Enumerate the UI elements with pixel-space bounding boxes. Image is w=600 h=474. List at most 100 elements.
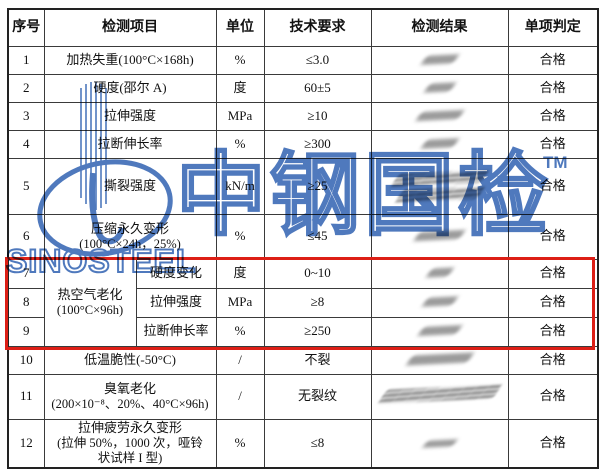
table-header-row: 序号 检测项目 单位 技术要求 检测结果 单项判定	[7, 8, 599, 47]
table-row: 10 低温脆性(-50°C) / 不裂 合格	[7, 345, 599, 375]
blurred-result	[405, 352, 474, 366]
table-row-highlighted: 7 热空气老化 (100°C×96h) 硬度变化 度 0~10 合格	[7, 258, 599, 347]
item-cell: 低温脆性(-50°C)	[43, 345, 217, 375]
row-no: 12	[7, 418, 45, 469]
verdict-cell: 合格	[507, 418, 599, 469]
row-no: 3	[7, 101, 45, 131]
blurred-result	[414, 109, 465, 121]
unit-cell: %	[215, 418, 265, 469]
blurred-result	[413, 230, 466, 242]
blurred-result	[376, 384, 503, 405]
item-cell: 加热失重(100°C×168h)	[43, 45, 217, 75]
row-no: 10	[7, 345, 45, 375]
result-cell	[370, 45, 509, 75]
table-row-highlighted: 8 拉伸强度 MPa ≥8 合格	[7, 287, 599, 318]
item-cell: 压缩永久变形 (100°C×24h，25%)	[43, 213, 217, 260]
requirement-cell: 0~10	[263, 258, 372, 289]
blurred-result	[420, 138, 459, 149]
table-row: 12 拉伸疲劳永久变形 (拉伸 50%，1000 次，哑铃 状试样 I 型) %…	[7, 418, 599, 469]
item-line-1: 拉伸疲劳永久变形	[77, 419, 182, 435]
requirement-cell: 60±5	[263, 73, 372, 103]
requirement-cell: ≥250	[263, 316, 372, 347]
unit-cell: %	[215, 129, 265, 159]
header-verdict: 单项判定	[507, 8, 599, 47]
verdict-cell: 合格	[507, 129, 599, 159]
item-cell: 拉断伸长率	[43, 129, 217, 159]
unit-cell: %	[215, 45, 265, 75]
verdict-cell: 合格	[507, 287, 599, 318]
table-row: 11 臭氧老化 (200×10⁻⁸、20%、40°C×96h) / 无裂纹 合格	[7, 373, 599, 420]
row-no: 4	[7, 129, 45, 159]
row-no: 11	[7, 373, 45, 420]
blurred-result	[420, 54, 459, 65]
requirement-cell: ≤45	[263, 213, 372, 260]
row-no: 5	[7, 157, 45, 215]
item-cell: 拉伸疲劳永久变形 (拉伸 50%，1000 次，哑铃 状试样 I 型)	[43, 418, 217, 469]
item-line-1: 压缩永久变形	[90, 220, 169, 236]
blurred-result	[416, 325, 463, 337]
row-no: 8	[7, 287, 45, 318]
verdict-cell: 合格	[507, 345, 599, 375]
result-cell	[370, 73, 509, 103]
header-unit: 单位	[215, 8, 265, 47]
requirement-cell: 无裂纹	[263, 373, 372, 420]
verdict-cell: 合格	[507, 45, 599, 75]
unit-cell: /	[215, 373, 265, 420]
verdict-cell: 合格	[507, 157, 599, 215]
row-no: 1	[7, 45, 45, 75]
sub-item-cell: 拉断伸长率	[135, 316, 217, 347]
item-line-3: 状试样 I 型)	[97, 451, 163, 466]
verdict-cell: 合格	[507, 373, 599, 420]
blurred-result	[374, 169, 506, 203]
unit-cell: 度	[215, 258, 265, 289]
table-row: 4 拉断伸长率 % ≥300 合格	[7, 129, 599, 159]
result-cell	[370, 157, 509, 215]
verdict-cell: 合格	[507, 101, 599, 131]
table-row: 1 加热失重(100°C×168h) % ≤3.0 合格	[7, 45, 599, 75]
table-row: 6 压缩永久变形 (100°C×24h，25%) % ≤45 合格	[7, 213, 599, 260]
requirement-cell: ≥25	[263, 157, 372, 215]
sub-item-cell: 硬度变化	[135, 258, 217, 289]
unit-cell: %	[215, 213, 265, 260]
unit-cell: kN/m	[215, 157, 265, 215]
result-cell	[370, 101, 509, 131]
table-row-highlighted: 9 拉断伸长率 % ≥250 合格	[7, 316, 599, 347]
table-row: 3 拉伸强度 MPa ≥10 合格	[7, 101, 599, 131]
row-no: 9	[7, 316, 45, 347]
result-cell	[370, 373, 509, 420]
blurred-result	[423, 82, 456, 93]
row-no: 2	[7, 73, 45, 103]
result-cell	[370, 129, 509, 159]
row-no: 6	[7, 213, 45, 260]
requirement-cell: ≤8	[263, 418, 372, 469]
row-no: 7	[7, 258, 45, 289]
result-cell	[370, 418, 509, 469]
item-cell: 拉伸强度	[43, 101, 217, 131]
requirement-cell: ≥300	[263, 129, 372, 159]
item-line-2: (100°C×24h，25%)	[79, 236, 181, 251]
item-line-1: 臭氧老化	[103, 380, 156, 396]
item-cell: 臭氧老化 (200×10⁻⁸、20%、40°C×96h)	[43, 373, 217, 420]
result-cell	[370, 258, 509, 289]
unit-cell: MPa	[215, 101, 265, 131]
result-cell	[370, 213, 509, 260]
verdict-cell: 合格	[507, 73, 599, 103]
unit-cell: %	[215, 316, 265, 347]
requirement-cell: ≥10	[263, 101, 372, 131]
requirement-cell: ≥8	[263, 287, 372, 318]
item-line-2: (200×10⁻⁸、20%、40°C×96h)	[51, 396, 209, 411]
verdict-cell: 合格	[507, 213, 599, 260]
group-line-1: 热空气老化	[57, 286, 123, 302]
blurred-result	[425, 267, 454, 278]
item-cell: 撕裂强度	[43, 157, 217, 215]
verdict-cell: 合格	[507, 258, 599, 289]
header-requirement: 技术要求	[263, 8, 372, 47]
result-cell	[370, 316, 509, 347]
group-line-2: (100°C×96h)	[56, 302, 124, 317]
item-cell: 硬度(邵尔 A)	[43, 73, 217, 103]
header-no: 序号	[7, 8, 45, 47]
header-item: 检测项目	[43, 8, 217, 47]
unit-cell: /	[215, 345, 265, 375]
unit-cell: MPa	[215, 287, 265, 318]
